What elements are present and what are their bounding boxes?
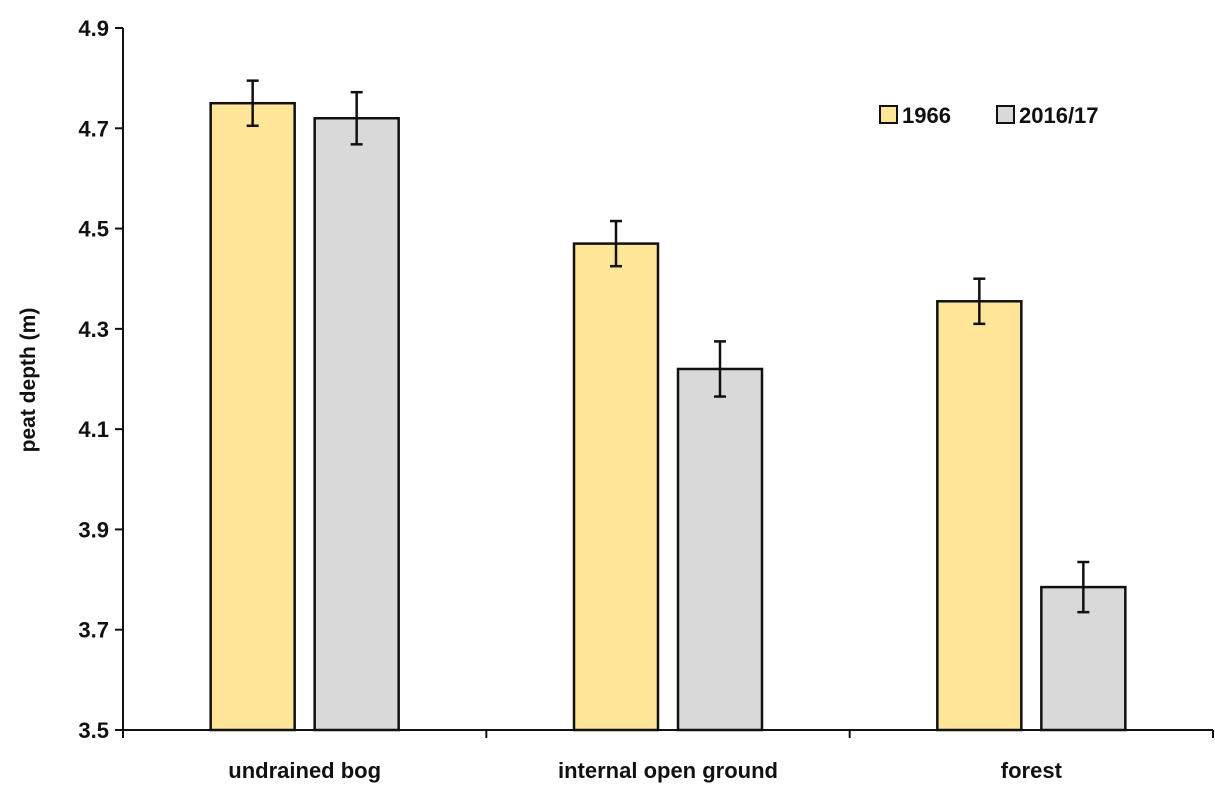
y-tick-label: 3.5 — [78, 718, 109, 743]
y-tick-label: 3.7 — [78, 618, 109, 643]
bar — [676, 367, 764, 732]
bar — [313, 117, 400, 732]
bar — [936, 300, 1023, 732]
y-tick-label: 4.1 — [78, 417, 109, 442]
bars — [209, 101, 1127, 732]
x-category-label: internal open ground — [558, 758, 778, 783]
bar — [209, 101, 296, 732]
error-bars — [246, 79, 1090, 614]
x-axis: undrained bog internal open ground forest — [122, 729, 1214, 783]
y-axis: 3.5 3.7 3.9 4.1 4.3 4.5 4.7 4.9 — [78, 16, 124, 743]
y-axis-title: peat depth (m) — [17, 308, 40, 453]
legend: 1966 2016/17 — [879, 103, 1099, 128]
y-tick-label: 3.9 — [78, 517, 109, 542]
y-tick-label: 4.7 — [78, 116, 109, 141]
x-category-label: forest — [1001, 758, 1063, 783]
legend-label: 2016/17 — [1019, 103, 1099, 128]
y-tick-label: 4.5 — [78, 217, 109, 242]
x-category-label: undrained bog — [228, 758, 381, 783]
legend-swatch — [996, 105, 1015, 124]
y-tick-label: 4.3 — [78, 317, 109, 342]
legend-swatch — [879, 105, 898, 124]
legend-label: 1966 — [902, 103, 951, 128]
bar — [572, 242, 660, 732]
y-tick-label: 4.9 — [78, 16, 109, 41]
bar — [1040, 585, 1127, 732]
